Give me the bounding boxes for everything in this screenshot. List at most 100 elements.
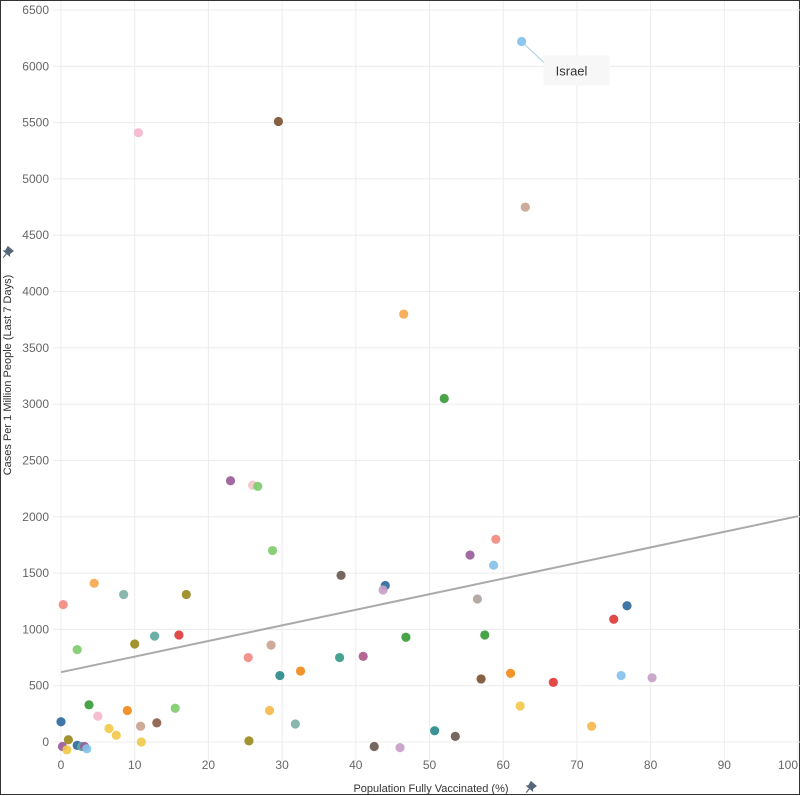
data-point[interactable]	[622, 601, 632, 611]
data-point[interactable]	[170, 703, 180, 713]
x-tick-label: 30	[275, 758, 289, 772]
data-point[interactable]	[267, 545, 278, 556]
data-point[interactable]	[515, 701, 525, 711]
y-tick-label: 4500	[22, 228, 49, 242]
x-tick-label: 10	[128, 758, 142, 772]
data-point[interactable]	[472, 594, 483, 604]
data-point[interactable]	[119, 589, 129, 600]
data-point[interactable]	[517, 36, 527, 47]
y-axis-pin-icon[interactable]	[1, 245, 15, 261]
data-point[interactable]	[450, 731, 460, 741]
data-point[interactable]	[378, 585, 388, 595]
annotation-label: Israel	[556, 64, 588, 79]
data-point[interactable]	[476, 674, 486, 684]
data-point[interactable]	[72, 645, 82, 655]
data-point[interactable]	[63, 735, 73, 745]
x-tick-labels: 0 10 20 30 40 50 60 70 80 90 100	[58, 758, 799, 772]
data-point[interactable]	[111, 730, 121, 740]
data-point[interactable]	[587, 721, 597, 731]
x-tick-label: 70	[570, 758, 584, 772]
trend-line-path	[60, 515, 799, 674]
data-point[interactable]	[181, 589, 191, 600]
x-tick-label: 0	[58, 758, 65, 772]
data-point[interactable]	[369, 741, 379, 752]
data-point[interactable]	[149, 631, 160, 641]
x-axis-pin-icon[interactable]	[522, 780, 537, 796]
data-point[interactable]	[152, 718, 162, 728]
data-point[interactable]	[225, 476, 236, 486]
data-point[interactable]	[266, 640, 276, 650]
trend-line	[60, 515, 799, 674]
data-point[interactable]	[401, 632, 411, 642]
y-tick-label: 5000	[22, 172, 49, 186]
data-point[interactable]	[264, 705, 275, 716]
data-point[interactable]	[395, 743, 405, 753]
data-point[interactable]	[489, 560, 499, 570]
data-point[interactable]	[616, 670, 626, 681]
data-point[interactable]	[58, 600, 68, 610]
data-point[interactable]	[273, 116, 284, 127]
y-tick-label: 2500	[22, 453, 49, 467]
data-point[interactable]	[244, 736, 254, 746]
y-axis-label: Cases Per 1 Million People (Last 7 Days)	[2, 275, 14, 476]
data-point[interactable]	[480, 630, 490, 640]
x-tick-label: 40	[349, 758, 363, 772]
data-point[interactable]	[439, 393, 449, 404]
data-point[interactable]	[290, 719, 300, 729]
y-tick-label: 3500	[22, 341, 49, 355]
data-point[interactable]	[243, 652, 253, 663]
data-point[interactable]	[465, 550, 475, 560]
x-axis-title: Population Fully Vaccinated (%)	[353, 780, 537, 796]
annotations: Israel	[524, 44, 610, 86]
data-point[interactable]	[358, 651, 368, 662]
data-point[interactable]	[520, 202, 530, 212]
y-tick-labels: 0 500 1000 1500 2000 2500 3000 3500 4000 4500 5000…	[22, 3, 49, 749]
data-point[interactable]	[548, 677, 558, 687]
data-point[interactable]	[174, 630, 184, 640]
y-tick-label: 6000	[22, 59, 49, 73]
data-point[interactable]	[56, 717, 66, 727]
x-tick-label: 20	[202, 758, 216, 772]
data-point[interactable]	[62, 745, 72, 755]
data-point[interactable]	[130, 639, 140, 649]
data-point[interactable]	[505, 668, 516, 678]
y-axis-title: Cases Per 1 Million People (Last 7 Days)	[1, 245, 15, 476]
data-point[interactable]	[133, 128, 143, 138]
x-tick-label: 90	[718, 758, 732, 772]
x-tick-label: 60	[497, 758, 511, 772]
data-point[interactable]	[136, 737, 146, 747]
data-point[interactable]	[89, 578, 99, 588]
data-point[interactable]	[275, 670, 285, 681]
y-tick-label: 500	[29, 679, 49, 693]
y-tick-label: 0	[42, 735, 49, 749]
gridlines	[53, 1, 800, 761]
data-point[interactable]	[84, 700, 94, 710]
data-point[interactable]	[430, 726, 440, 736]
y-tick-label: 1000	[22, 622, 49, 636]
y-tick-label: 4000	[22, 285, 49, 299]
data-point[interactable]	[122, 705, 132, 716]
data-point[interactable]	[135, 721, 146, 731]
y-tick-label: 1500	[22, 566, 49, 580]
data-point[interactable]	[104, 723, 114, 734]
data-point[interactable]	[295, 666, 306, 676]
data-point[interactable]	[647, 673, 657, 683]
x-tick-label: 50	[423, 758, 437, 772]
y-tick-label: 2000	[22, 510, 49, 524]
data-point[interactable]	[93, 711, 103, 721]
annotation-box	[543, 55, 610, 86]
data-point[interactable]	[336, 570, 346, 580]
y-tick-label: 6500	[22, 3, 49, 17]
data-point[interactable]	[334, 652, 345, 663]
data-point[interactable]	[491, 534, 501, 544]
data-points	[56, 36, 657, 755]
data-point[interactable]	[253, 481, 263, 491]
data-point[interactable]	[399, 309, 409, 319]
data-point[interactable]	[609, 614, 619, 624]
x-axis-label: Population Fully Vaccinated (%)	[353, 783, 508, 795]
y-tick-label: 3000	[22, 397, 49, 411]
data-point[interactable]	[82, 744, 92, 754]
x-tick-label: 100	[778, 758, 798, 772]
